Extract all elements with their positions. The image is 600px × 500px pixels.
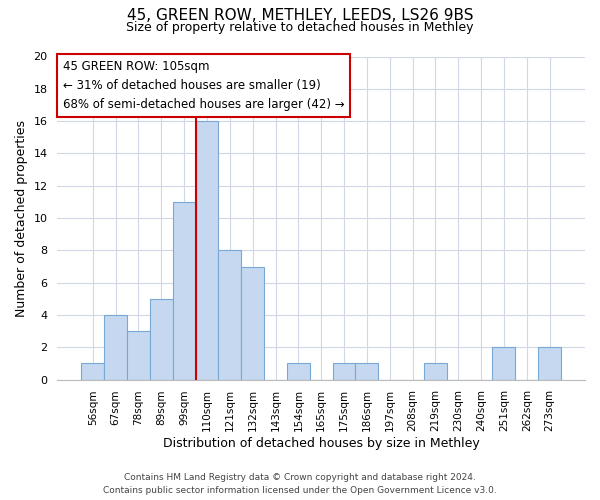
Bar — [150, 299, 173, 380]
Bar — [196, 121, 218, 380]
Bar — [127, 331, 150, 380]
X-axis label: Distribution of detached houses by size in Methley: Distribution of detached houses by size … — [163, 437, 479, 450]
Text: 45 GREEN ROW: 105sqm
← 31% of detached houses are smaller (19)
68% of semi-detac: 45 GREEN ROW: 105sqm ← 31% of detached h… — [62, 60, 344, 110]
Bar — [287, 364, 310, 380]
Text: Contains HM Land Registry data © Crown copyright and database right 2024.
Contai: Contains HM Land Registry data © Crown c… — [103, 473, 497, 495]
Bar — [82, 364, 104, 380]
Bar — [241, 266, 264, 380]
Bar — [332, 364, 355, 380]
Text: Size of property relative to detached houses in Methley: Size of property relative to detached ho… — [126, 21, 474, 34]
Bar — [493, 348, 515, 380]
Bar — [538, 348, 561, 380]
Bar — [104, 315, 127, 380]
Y-axis label: Number of detached properties: Number of detached properties — [15, 120, 28, 316]
Bar — [173, 202, 196, 380]
Text: 45, GREEN ROW, METHLEY, LEEDS, LS26 9BS: 45, GREEN ROW, METHLEY, LEEDS, LS26 9BS — [127, 8, 473, 22]
Bar — [355, 364, 379, 380]
Bar — [218, 250, 241, 380]
Bar — [424, 364, 447, 380]
